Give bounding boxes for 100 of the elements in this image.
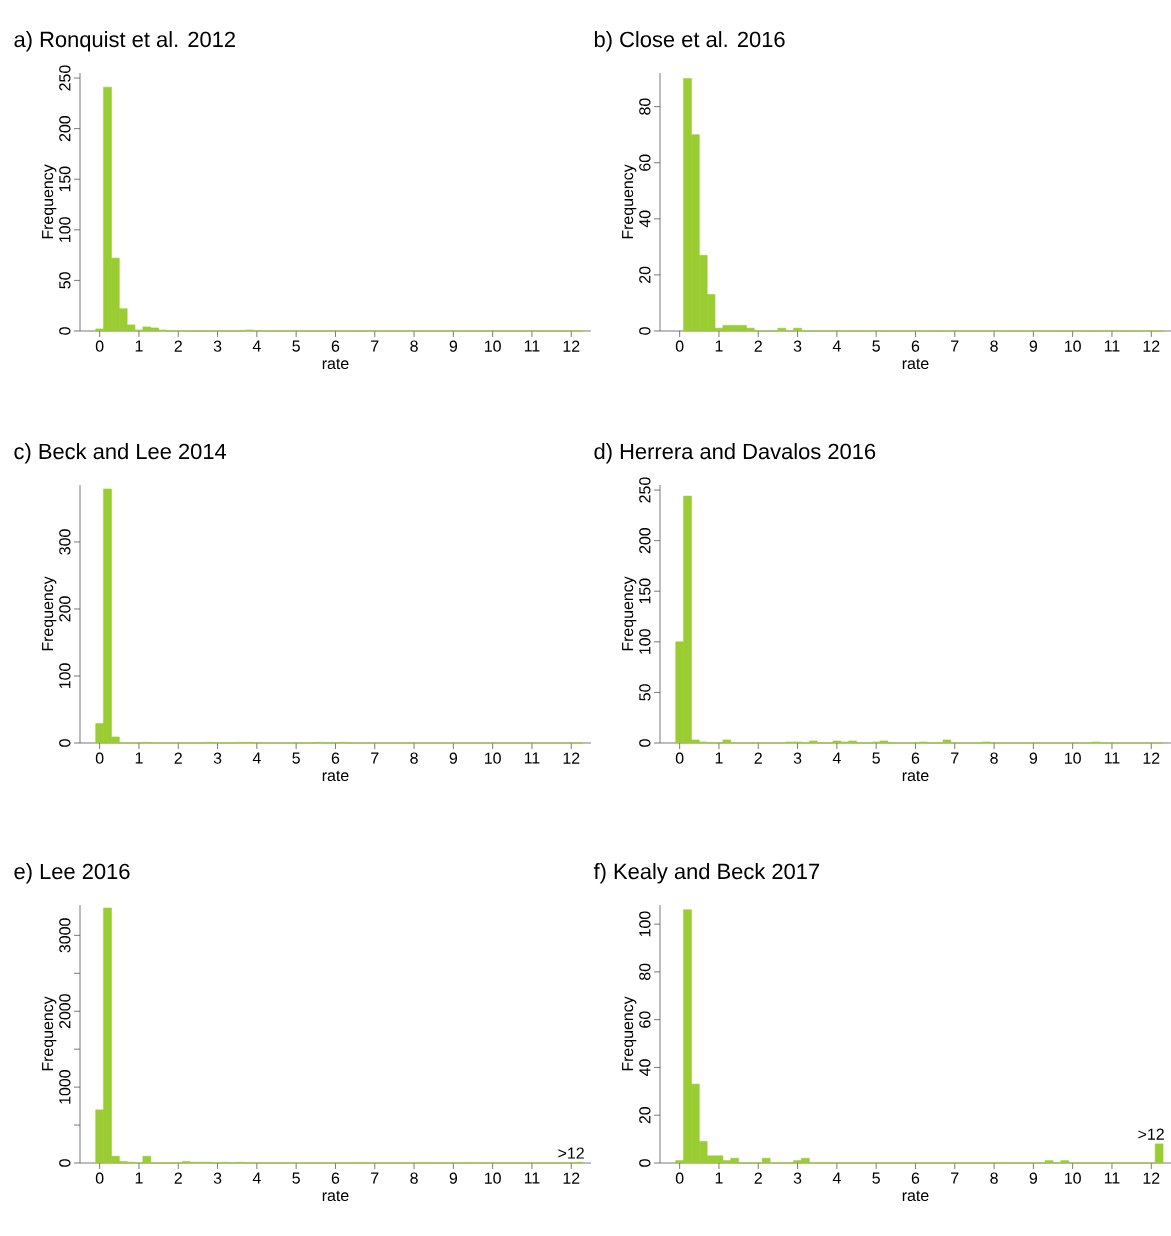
x-tick-label: 2 bbox=[754, 752, 762, 764]
x-tick-label: 8 bbox=[410, 340, 418, 352]
y-tick-label: 100 bbox=[59, 663, 71, 689]
x-tick-label: 6 bbox=[911, 1172, 920, 1184]
y-tick-label: 0 bbox=[639, 739, 651, 747]
x-tick-label: 7 bbox=[951, 340, 959, 352]
x-tick-label: 10 bbox=[484, 1172, 501, 1184]
x-tick-label: 0 bbox=[675, 340, 684, 352]
y-axis-title: Frequency bbox=[41, 996, 57, 1071]
x-tick-label: 12 bbox=[563, 1172, 580, 1184]
chart-title: c) Beck and Lee 2014 bbox=[14, 443, 226, 464]
x-tick-label: 5 bbox=[872, 752, 880, 764]
x-tick-label: 10 bbox=[484, 340, 501, 352]
y-tick-label: 100 bbox=[59, 217, 71, 242]
annotation: >12 bbox=[558, 1147, 584, 1159]
x-tick-label: 7 bbox=[371, 1172, 379, 1184]
x-tick-label: 6 bbox=[911, 752, 920, 764]
y-tick-label: 50 bbox=[639, 684, 651, 701]
x-tick-label: 11 bbox=[1104, 1172, 1120, 1184]
y-tick-label: 300 bbox=[59, 529, 71, 555]
x-tick-label: 12 bbox=[1143, 340, 1160, 352]
x-tick-label: 6 bbox=[331, 1172, 340, 1184]
y-tick-label: 0 bbox=[639, 327, 651, 335]
y-tick-label: 0 bbox=[59, 327, 71, 335]
x-tick-label: 0 bbox=[675, 1172, 684, 1184]
y-axis-title: Frequency bbox=[41, 576, 57, 651]
chart-title: d) Herrera and Davalos 2016 bbox=[594, 443, 876, 464]
x-tick-label: 7 bbox=[951, 752, 959, 764]
y-tick-label: 60 bbox=[639, 154, 651, 171]
x-tick-label: 9 bbox=[449, 340, 457, 352]
x-tick-label: 12 bbox=[1143, 1172, 1160, 1184]
y-tick-label: 0 bbox=[59, 1159, 71, 1167]
x-tick-label: 1 bbox=[135, 752, 143, 764]
x-tick-label: 0 bbox=[95, 1172, 104, 1184]
x-tick-label: 6 bbox=[331, 340, 340, 352]
y-axis-title: Frequency bbox=[621, 164, 637, 239]
y-axis-title: Frequency bbox=[621, 576, 637, 651]
x-tick-label: 10 bbox=[484, 752, 501, 764]
x-tick-label: 6 bbox=[911, 340, 920, 352]
x-tick-label: 8 bbox=[990, 340, 998, 352]
x-axis-title: rate bbox=[322, 1190, 349, 1202]
x-tick-label: 2 bbox=[174, 1172, 182, 1184]
x-tick-label: 5 bbox=[292, 1172, 300, 1184]
x-tick-label: 9 bbox=[1029, 752, 1037, 764]
x-tick-label: 8 bbox=[990, 752, 998, 764]
x-tick-label: 11 bbox=[1104, 752, 1120, 764]
y-axis-title: Frequency bbox=[41, 164, 57, 239]
x-tick-label: 5 bbox=[872, 340, 880, 352]
x-tick-label: 5 bbox=[292, 752, 300, 764]
x-tick-label: 12 bbox=[563, 752, 580, 764]
x-tick-label: 1 bbox=[715, 1172, 723, 1184]
x-tick-label: 10 bbox=[1064, 752, 1081, 764]
y-tick-label: 0 bbox=[639, 1159, 651, 1167]
x-tick-label: 4 bbox=[252, 1172, 261, 1184]
x-tick-label: 1 bbox=[715, 752, 723, 764]
x-tick-label: 4 bbox=[252, 752, 261, 764]
x-tick-label: 3 bbox=[793, 340, 802, 352]
y-tick-label: 40 bbox=[639, 1059, 651, 1076]
x-tick-label: 12 bbox=[563, 340, 580, 352]
x-tick-label: 3 bbox=[213, 1172, 222, 1184]
x-tick-label: 6 bbox=[331, 752, 340, 764]
x-axis-title: rate bbox=[322, 358, 349, 370]
x-tick-label: 12 bbox=[1143, 752, 1160, 764]
x-tick-label: 11 bbox=[524, 340, 540, 352]
y-tick-label: 150 bbox=[59, 166, 71, 192]
x-tick-label: 7 bbox=[371, 340, 379, 352]
x-tick-label: 9 bbox=[449, 1172, 457, 1184]
chart-title: e) Lee 2016 bbox=[14, 863, 130, 884]
y-tick-label: 200 bbox=[59, 596, 71, 622]
x-tick-label: 9 bbox=[1029, 340, 1037, 352]
x-tick-label: 1 bbox=[715, 340, 723, 352]
y-tick-label: 40 bbox=[639, 210, 651, 228]
y-tick-label: 0 bbox=[59, 739, 71, 747]
y-tick-label: 100 bbox=[639, 629, 651, 654]
x-tick-label: 2 bbox=[754, 1172, 762, 1184]
x-tick-label: 3 bbox=[213, 752, 222, 764]
y-tick-label: 100 bbox=[639, 911, 651, 937]
x-tick-label: 1 bbox=[135, 340, 143, 352]
x-tick-label: 0 bbox=[95, 340, 104, 352]
y-tick-label: 20 bbox=[639, 1106, 651, 1124]
x-tick-label: 2 bbox=[174, 752, 182, 764]
x-tick-label: 8 bbox=[410, 752, 418, 764]
x-tick-label: 1 bbox=[135, 1172, 143, 1184]
x-tick-label: 9 bbox=[1029, 1172, 1037, 1184]
x-axis-title: rate bbox=[902, 358, 929, 370]
y-tick-label: 1000 bbox=[59, 1070, 71, 1104]
annotation: >12 bbox=[1138, 1128, 1164, 1140]
x-axis-title: rate bbox=[322, 770, 349, 782]
x-tick-label: 2 bbox=[174, 340, 182, 352]
x-tick-label: 11 bbox=[1104, 340, 1120, 352]
x-tick-label: 9 bbox=[449, 752, 457, 764]
x-tick-label: 8 bbox=[410, 1172, 418, 1184]
x-tick-label: 11 bbox=[524, 752, 540, 764]
x-axis-title: rate bbox=[902, 770, 929, 782]
y-tick-label: 200 bbox=[639, 527, 651, 554]
x-tick-label: 7 bbox=[951, 1172, 959, 1184]
y-tick-label: 150 bbox=[639, 578, 651, 604]
chart-title: a) Ronquist et al. 2012 bbox=[14, 31, 235, 52]
x-tick-label: 4 bbox=[832, 1172, 841, 1184]
x-tick-label: 3 bbox=[793, 752, 802, 764]
